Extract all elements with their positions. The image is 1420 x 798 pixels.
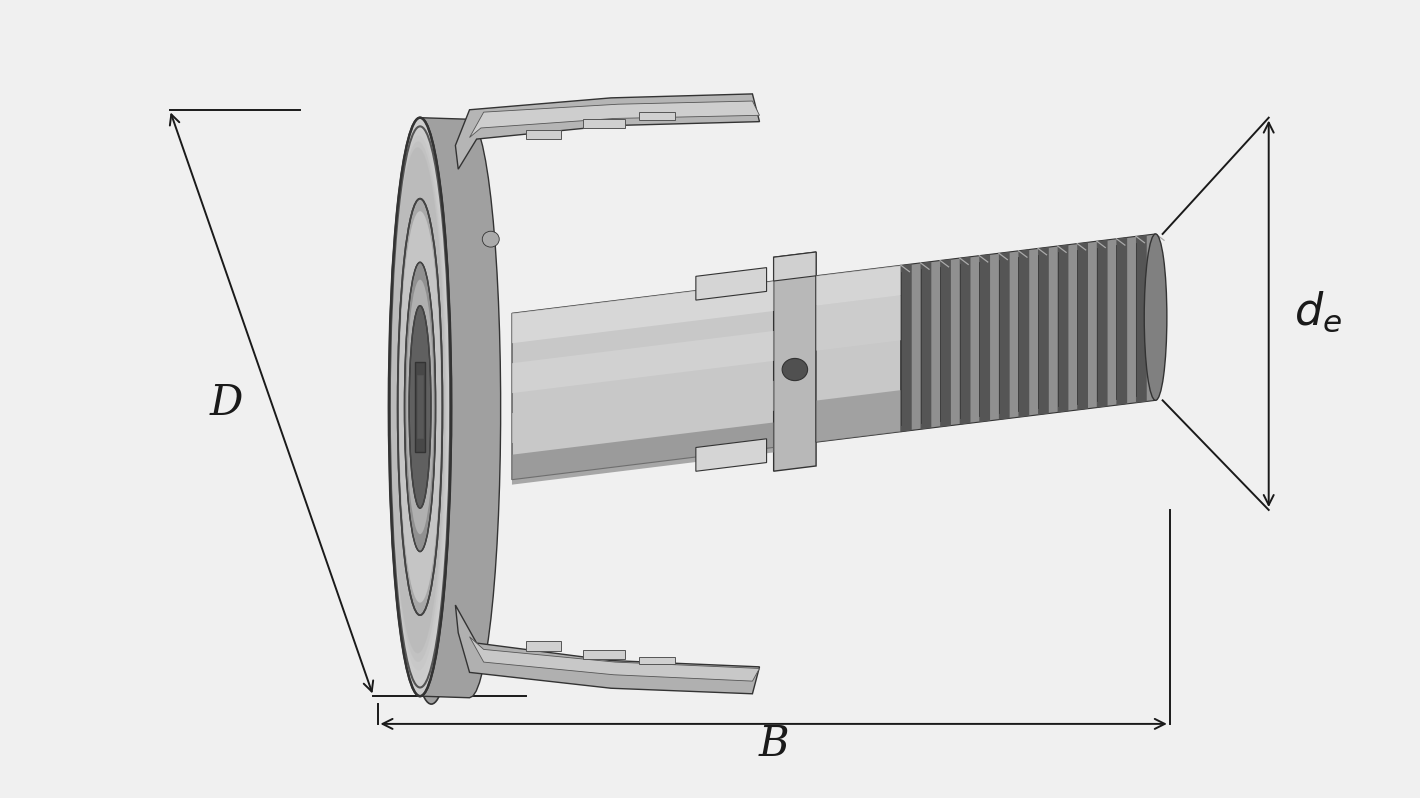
Polygon shape — [696, 439, 767, 472]
Polygon shape — [582, 119, 625, 128]
Ellipse shape — [391, 136, 447, 670]
Polygon shape — [940, 259, 951, 427]
Polygon shape — [1078, 243, 1088, 410]
Polygon shape — [415, 362, 425, 452]
Polygon shape — [513, 331, 774, 393]
Polygon shape — [1038, 247, 1049, 415]
Polygon shape — [420, 117, 501, 697]
Polygon shape — [774, 252, 816, 471]
Ellipse shape — [405, 263, 436, 551]
Polygon shape — [416, 375, 423, 438]
Polygon shape — [816, 295, 900, 350]
Polygon shape — [513, 281, 774, 480]
Polygon shape — [900, 234, 1156, 432]
Polygon shape — [980, 255, 990, 422]
Polygon shape — [527, 129, 561, 139]
Text: B: B — [758, 723, 790, 764]
Ellipse shape — [391, 141, 446, 662]
Polygon shape — [774, 252, 816, 281]
Polygon shape — [527, 642, 561, 651]
Ellipse shape — [389, 124, 450, 688]
Polygon shape — [960, 257, 970, 425]
Polygon shape — [1116, 238, 1127, 405]
Polygon shape — [1096, 240, 1108, 408]
Ellipse shape — [398, 199, 443, 615]
Polygon shape — [816, 265, 900, 306]
Polygon shape — [1058, 245, 1068, 413]
Polygon shape — [513, 422, 774, 484]
Polygon shape — [816, 265, 900, 442]
Text: D: D — [210, 382, 243, 424]
Polygon shape — [1018, 250, 1030, 417]
Polygon shape — [470, 637, 760, 681]
Polygon shape — [900, 264, 912, 432]
Ellipse shape — [391, 148, 444, 654]
Polygon shape — [513, 381, 774, 443]
Ellipse shape — [409, 306, 430, 508]
Polygon shape — [1136, 235, 1147, 403]
Polygon shape — [696, 267, 767, 300]
Polygon shape — [582, 650, 625, 659]
Ellipse shape — [1145, 234, 1167, 401]
Ellipse shape — [483, 231, 500, 247]
Ellipse shape — [406, 279, 433, 534]
Polygon shape — [816, 390, 900, 442]
Text: $d_e$: $d_e$ — [1294, 290, 1342, 334]
Polygon shape — [456, 605, 760, 693]
Polygon shape — [920, 262, 932, 429]
Ellipse shape — [782, 358, 808, 381]
Polygon shape — [470, 101, 760, 137]
Polygon shape — [456, 94, 760, 169]
Polygon shape — [998, 252, 1010, 420]
Ellipse shape — [389, 117, 452, 696]
Polygon shape — [639, 657, 674, 665]
Polygon shape — [513, 281, 774, 343]
Ellipse shape — [389, 129, 449, 679]
Ellipse shape — [398, 122, 466, 704]
Polygon shape — [639, 113, 674, 120]
Ellipse shape — [399, 211, 442, 602]
Ellipse shape — [389, 117, 452, 696]
